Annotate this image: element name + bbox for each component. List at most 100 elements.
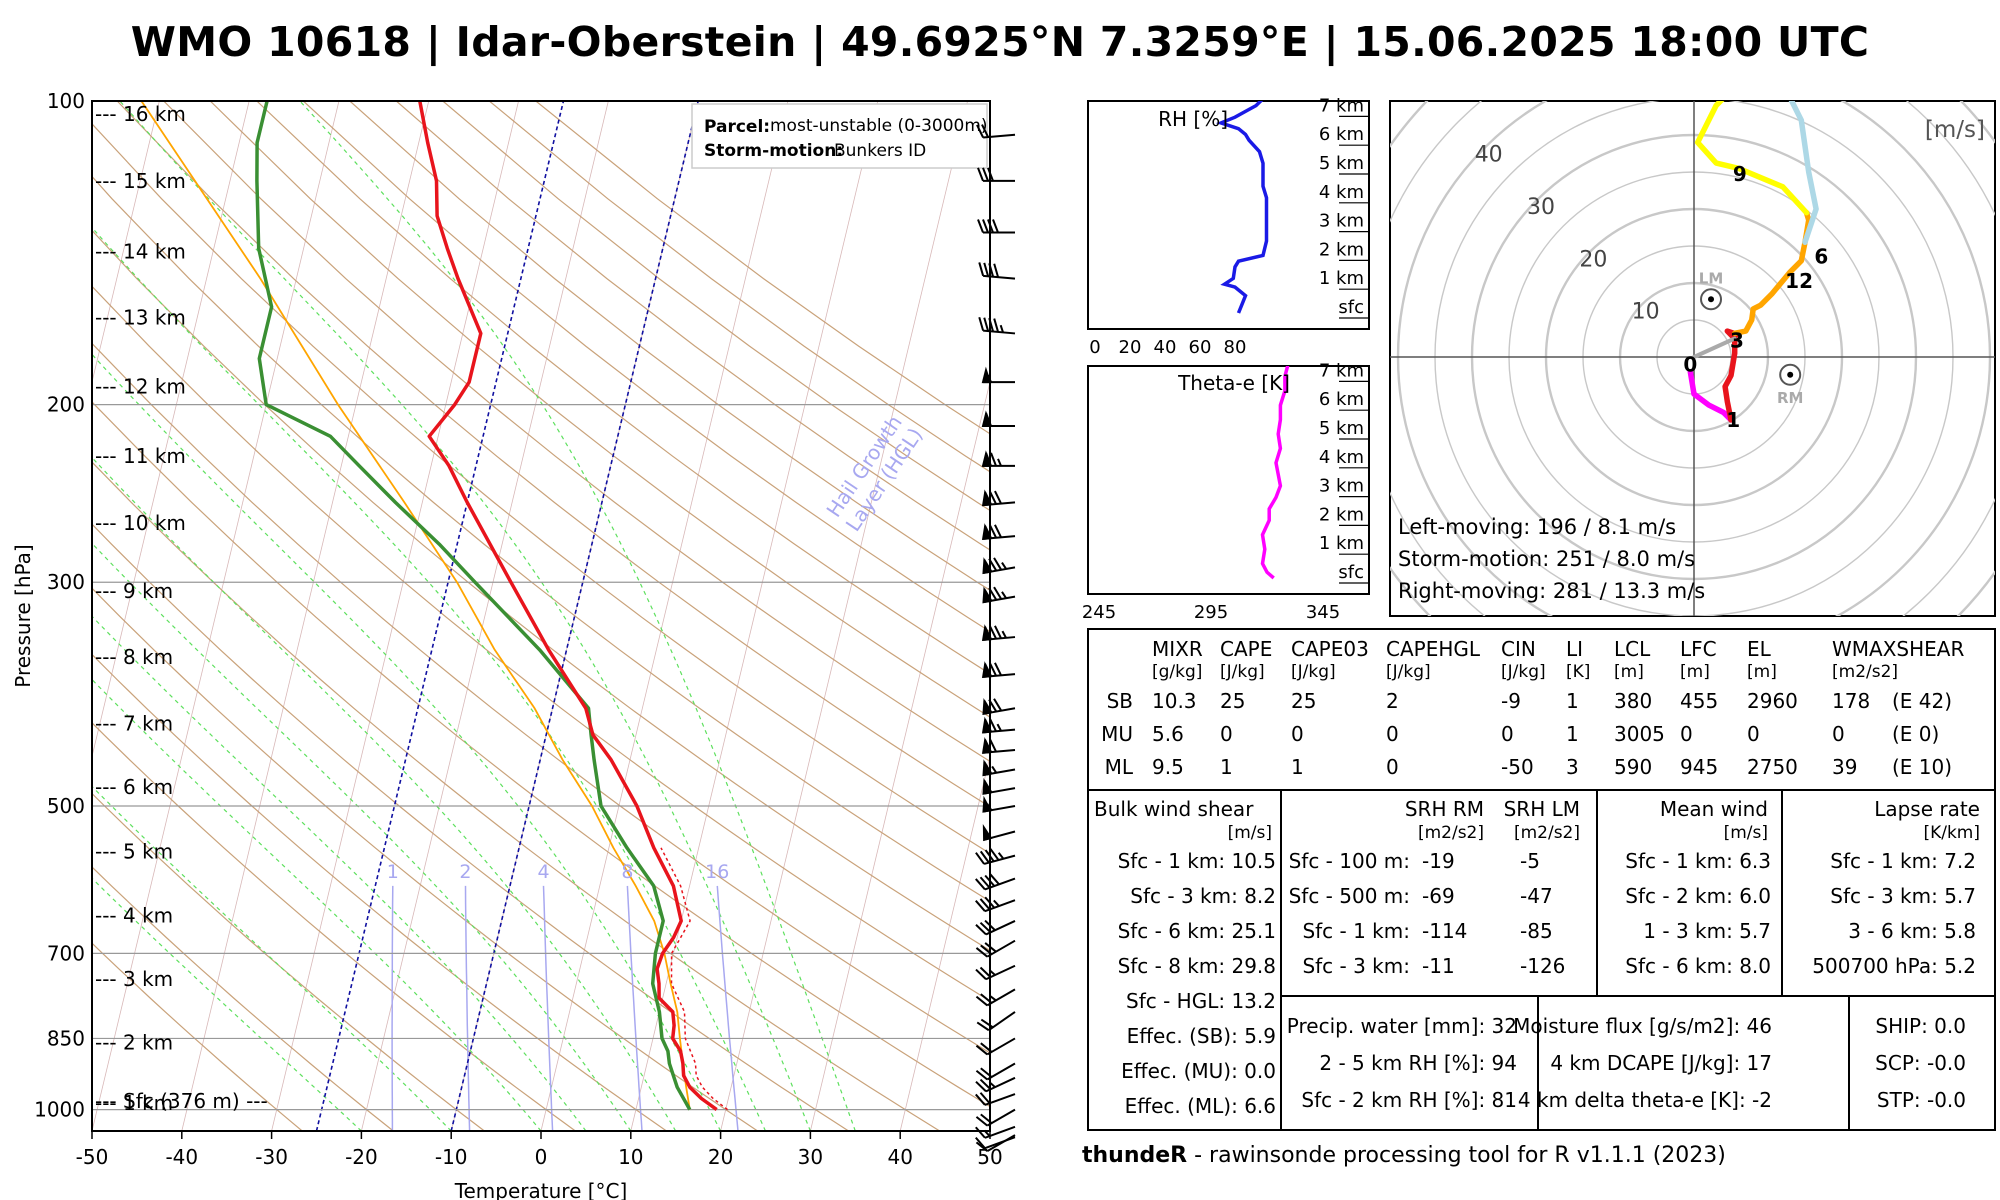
param-value: (E 0) [1892,722,1939,746]
wind-barb [975,1092,1016,1106]
barb-full [982,219,989,233]
svg-text:Parcel:: Parcel: [704,117,770,137]
mixing-ratio-label: 16 [705,861,729,883]
dry-adiabat [92,866,394,1131]
height-label: --- 14 km [95,240,186,264]
temperature-tick: 30 [798,1145,823,1169]
hodograph-segment [1687,369,1734,423]
bulk-shear-row: Sfc - HGL: 13.2 [1126,989,1276,1013]
wind-barb [978,316,1016,335]
barb-staff [986,1037,1016,1056]
wind-barb [975,1108,1016,1127]
barb-half [988,1081,996,1088]
wind-barb [975,1134,1016,1153]
moist-adiabat [92,542,632,1131]
param-value: 39 [1832,755,1857,779]
param-header: LFC [1680,637,1717,661]
dry-adiabat [92,523,849,1131]
wind-barb [976,1011,1016,1032]
barb-full [984,626,992,640]
hodograph-ring-label: 10 [1632,300,1660,325]
wind-barb [981,716,1016,734]
storm-marker-ring [1779,363,1802,386]
param-header-unit: [K] [1566,662,1590,682]
temperature-ticks: -50 -40 -30 -20 -10 0 10 20 30 40 50 [76,1131,1003,1169]
storm-marker-dot [1787,371,1794,378]
barb-full [984,849,995,862]
barb-full [988,263,995,277]
dry-adiabat [92,123,990,855]
rh-height-label: 5 km [1319,153,1364,174]
barb-full [984,919,996,931]
srh-row-label: Sfc - 1 km: [1302,919,1410,943]
param-value: 0 [1291,722,1304,746]
dry-adiabat [92,461,941,1131]
barb-full [993,698,1003,712]
pressure-ticks: 100 200 300 500 700 850 1000 [34,89,85,1122]
hodograph-height-label: 6 [1814,244,1828,268]
barb-full [982,167,989,182]
hgl-boundary [315,101,565,1131]
dewpoint-line [255,101,692,1111]
skewt-profiles [140,101,728,1112]
moisture-row: 2 - 5 km RH [%]: 94 [1319,1051,1517,1075]
wind-barb [975,1037,1016,1056]
barb-full [975,1093,986,1106]
barb-full [975,1136,986,1149]
barb-full [988,699,998,713]
isotherm [540,101,789,1131]
barb-full [989,491,997,505]
parcel-line [140,101,691,1110]
composite-indices-table: SHIP: 0.0 SCP: -0.0 STP: -0.0 [1875,1014,1966,1112]
param-value: 178 [1832,689,1870,713]
param-value: 1 [1566,722,1579,746]
theta-e-x-tick: 245 [1082,602,1116,623]
dry-adiabat [92,342,990,1054]
skewt-frame [91,100,991,1132]
parameter-tables: MIXR[g/kg]CAPE[J/kg]CAPE03[J/kg]CAPEHGL[… [1087,628,1996,1131]
barb-pennant [982,824,993,842]
barb-staff [984,1093,1016,1106]
barb-half [1001,630,1007,639]
param-value: 1 [1220,755,1233,779]
pressure-tick: 100 [47,89,85,113]
temperature-tick: 20 [708,1145,733,1169]
barb-full [983,779,993,793]
barb-full [983,559,993,573]
theta-e-x-tick: 295 [1194,602,1228,623]
dry-adiabat [92,175,990,902]
param-value: 0 [1832,722,1845,746]
barb-full [979,921,992,934]
barb-full [983,761,993,775]
barb-full [977,219,984,233]
barb-full [975,968,987,980]
param-row-label: MU [1101,722,1133,746]
wind-barb [981,624,1016,641]
storm-marker-dot [1708,296,1715,303]
barb-half [999,324,1004,333]
wind-barb [981,737,1016,754]
srh-rm-value: -69 [1422,884,1455,908]
height-label: --- 1 km [95,1091,173,1115]
barb-full [979,850,990,864]
barb-full [993,318,1000,333]
param-value: 0 [1386,722,1399,746]
theta-e-panel-title: Theta-e [K] [1177,371,1290,395]
barb-half [997,458,1002,467]
moist-adiabat [119,101,811,1131]
barb-full [975,852,985,865]
srh-rm-title: SRH RM [1405,797,1484,821]
skewt-ylabel: Pressure [hPa] [11,544,35,687]
wind-barb [975,1125,1016,1139]
bulk-shear-row: Effec. (MU): 0.0 [1121,1059,1276,1083]
param-value: 455 [1680,689,1718,713]
flux-row: Moisture flux [g/s/m2]: 46 [1513,1014,1772,1038]
srh-rm-value: -114 [1422,919,1467,943]
barb-full [980,993,993,1004]
temperature-tick: 10 [618,1145,643,1169]
hodograph-segment [1694,101,1810,216]
barb-full [987,219,994,233]
barb-full [984,874,996,887]
wind-barb [981,366,1015,384]
rh-height-label: sfc [1338,297,1364,318]
